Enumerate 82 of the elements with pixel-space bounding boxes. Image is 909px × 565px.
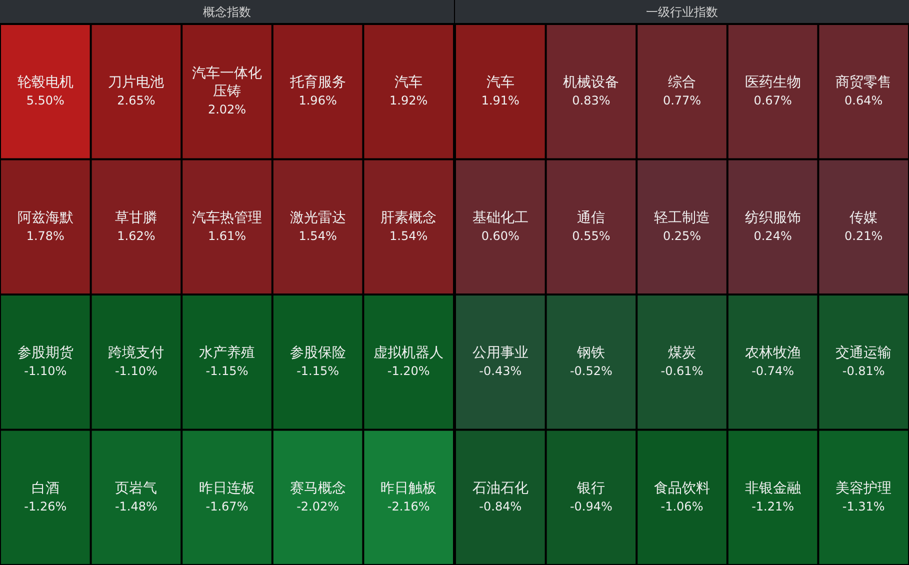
data-label: 0.60% (481, 228, 520, 243)
category-label: 昨日连板 (199, 480, 255, 496)
category-label: 医药生物 (744, 74, 801, 91)
category-label: 公用事业 (472, 345, 528, 362)
data-label: -0.61% (660, 364, 704, 378)
category-label: 阿兹海默 (17, 210, 74, 226)
data-label: 2.65% (117, 94, 156, 108)
data-label: -1.31% (842, 499, 885, 514)
data-label: 1.54% (298, 228, 337, 243)
category-label: 托育服务 (288, 74, 346, 91)
data-label: 2.02% (208, 102, 246, 117)
category-label: 昨日触板 (380, 480, 437, 496)
category-label: 激光雷达 (290, 210, 346, 226)
data-label: -0.52% (570, 364, 612, 378)
data-label: -0.81% (842, 364, 885, 378)
category-label: 草甘膦 (115, 210, 158, 226)
category-label: 机械设备 (563, 74, 620, 91)
data-label: 1.96% (298, 94, 337, 108)
category-label: 煤炭 (668, 345, 696, 362)
category-label: 非银金融 (744, 480, 801, 496)
category-label: 通信 (577, 210, 606, 226)
data-label: 1.61% (208, 228, 246, 243)
data-label: -0.74% (752, 364, 794, 378)
category-label: 银行 (576, 480, 606, 496)
category-label: 食品饮料 (654, 480, 710, 496)
data-label: -1.15% (296, 364, 340, 378)
data-label: -1.48% (114, 499, 158, 514)
data-label: -2.16% (387, 499, 430, 514)
category-label: 肝素概念 (380, 210, 437, 226)
category-label: 石油石化 (472, 480, 528, 496)
data-label: 0.64% (844, 94, 883, 108)
category-label: 交通运输 (836, 345, 892, 362)
category-label: 商贸零售 (836, 74, 892, 91)
data-label: -0.94% (570, 499, 612, 514)
data-label: 0.25% (662, 228, 702, 243)
data-label: -1.67% (206, 499, 248, 514)
data-label: -0.84% (479, 499, 522, 514)
category-label: 汽车 (394, 74, 423, 91)
category-label: 钢铁 (576, 345, 606, 362)
category-label: 白酒 (31, 480, 60, 496)
data-label: -2.02% (296, 499, 340, 514)
data-label: -1.26% (24, 499, 67, 514)
category-label: 纺织服饰 (744, 210, 801, 226)
text: 一级行业指数 (646, 5, 718, 19)
category-label: 综合 (668, 74, 696, 91)
category-label: 页岩气 (115, 480, 158, 496)
data-label: 1.92% (390, 94, 428, 108)
data-label: -1.15% (206, 364, 248, 378)
data-label: 0.83% (572, 94, 610, 108)
category-label: 虚拟机器人 (374, 345, 444, 362)
data-label: -1.21% (752, 499, 794, 514)
data-label: 1.91% (481, 94, 520, 108)
data-label: 0.67% (754, 94, 792, 108)
category-label: 基础化工 (472, 210, 528, 226)
data-label: 0.24% (754, 228, 792, 243)
data-label: -1.10% (114, 364, 158, 378)
category-label: 汽车 (486, 74, 514, 91)
category-label: 美容护理 (836, 480, 892, 496)
data-label: 0.55% (572, 228, 610, 243)
data-label: -1.10% (24, 364, 67, 378)
category-label: 传媒 (850, 210, 878, 226)
category-label: 跨境支付 (108, 345, 164, 362)
category-label: 参股期货 (17, 345, 74, 362)
data-label: 0.21% (844, 228, 883, 243)
category-label: 轻工制造 (654, 210, 710, 226)
text: 概念指数 (203, 5, 251, 19)
data-label: -0.43% (479, 364, 522, 378)
data-label: -1.20% (387, 364, 430, 378)
category-label: 农林牧渔 (744, 345, 801, 362)
data-label: 1.54% (390, 228, 428, 243)
data-label: 1.78% (26, 228, 64, 243)
category-label: 刀片电池 (108, 74, 164, 91)
data-label: 5.50% (26, 94, 64, 108)
data-label: 0.77% (662, 94, 702, 108)
data-label: -1.06% (660, 499, 704, 514)
category-label: 参股保险 (290, 345, 346, 362)
category-label: 轮毂电机 (17, 74, 74, 91)
category-label: 汽车热管理 (192, 210, 262, 226)
category-label: 赛马概念 (290, 480, 346, 496)
category-label: 水产养殖 (199, 345, 255, 362)
category-label: 汽车一体化压铸 (192, 66, 262, 100)
data-label: 1.62% (117, 228, 156, 243)
